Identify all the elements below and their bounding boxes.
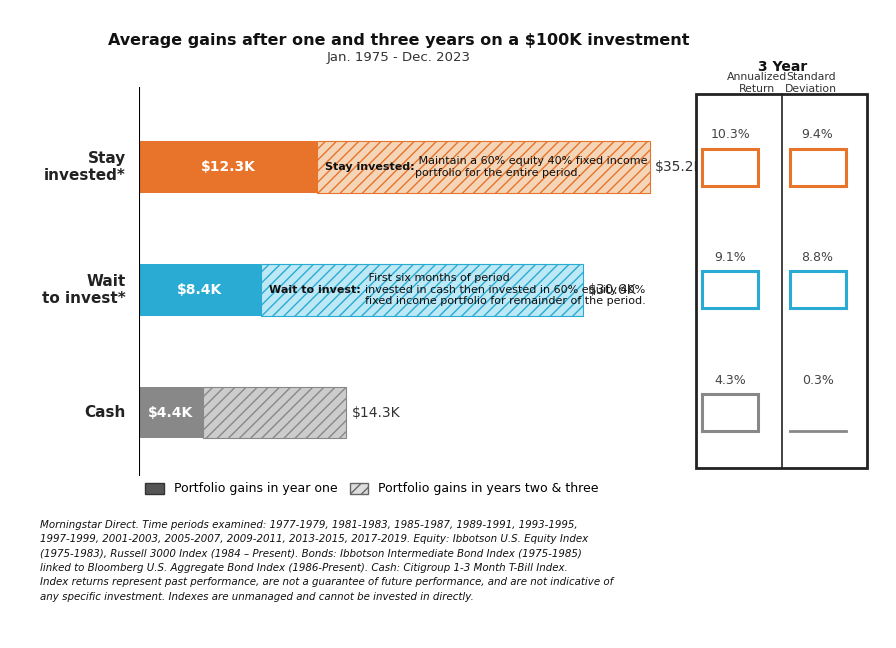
Bar <box>317 141 650 193</box>
Bar <box>317 141 650 193</box>
Text: $4.4K: $4.4K <box>148 406 194 419</box>
Text: Stay invested:: Stay invested: <box>325 162 415 172</box>
Text: 10.3%: 10.3% <box>711 128 750 141</box>
Text: $14.3K: $14.3K <box>351 406 401 419</box>
Bar <box>202 387 347 438</box>
Text: $12.3K: $12.3K <box>201 160 255 174</box>
Bar <box>702 149 758 185</box>
Text: First six months of period
invested in cash then invested in 60% equity 40%
fixe: First six months of period invested in c… <box>365 273 645 307</box>
Text: Stay
invested*: Stay invested* <box>44 151 125 183</box>
Bar <box>139 264 261 316</box>
Bar <box>202 387 347 438</box>
Bar <box>702 272 758 308</box>
Bar <box>139 141 317 193</box>
Bar <box>261 264 583 316</box>
Text: Jan. 1975 - Dec. 2023: Jan. 1975 - Dec. 2023 <box>327 51 470 64</box>
Bar <box>702 394 758 431</box>
Bar <box>139 387 202 438</box>
Text: 9.1%: 9.1% <box>714 251 746 264</box>
Legend: Portfolio gains in year one, Portfolio gains in years two & three: Portfolio gains in year one, Portfolio g… <box>140 478 604 500</box>
Text: $30.6K: $30.6K <box>588 283 637 297</box>
Text: Maintain a 60% equity 40% fixed income
portfolio for the entire period.: Maintain a 60% equity 40% fixed income p… <box>415 156 647 178</box>
Text: 4.3%: 4.3% <box>714 374 746 387</box>
Text: Wait to invest:: Wait to invest: <box>269 285 360 295</box>
Bar <box>261 264 583 316</box>
Bar <box>789 149 846 185</box>
Text: Wait
to invest*: Wait to invest* <box>42 273 125 306</box>
Text: 3 Year: 3 Year <box>758 60 806 75</box>
Text: Standard
Deviation: Standard Deviation <box>785 72 837 94</box>
Bar <box>789 272 846 308</box>
Text: Average gains after one and three years on a $100K investment: Average gains after one and three years … <box>108 32 689 48</box>
Text: 9.4%: 9.4% <box>802 128 833 141</box>
Text: Cash: Cash <box>84 405 125 420</box>
Text: $8.4K: $8.4K <box>177 283 222 297</box>
Text: 0.3%: 0.3% <box>802 374 833 387</box>
Text: Morningstar Direct. Time periods examined: 1977-1979, 1981-1983, 1985-1987, 1989: Morningstar Direct. Time periods examine… <box>40 520 614 602</box>
Text: 8.8%: 8.8% <box>802 251 833 264</box>
Text: Annualized
Return: Annualized Return <box>727 72 788 94</box>
Text: $35.2K: $35.2K <box>655 160 703 174</box>
